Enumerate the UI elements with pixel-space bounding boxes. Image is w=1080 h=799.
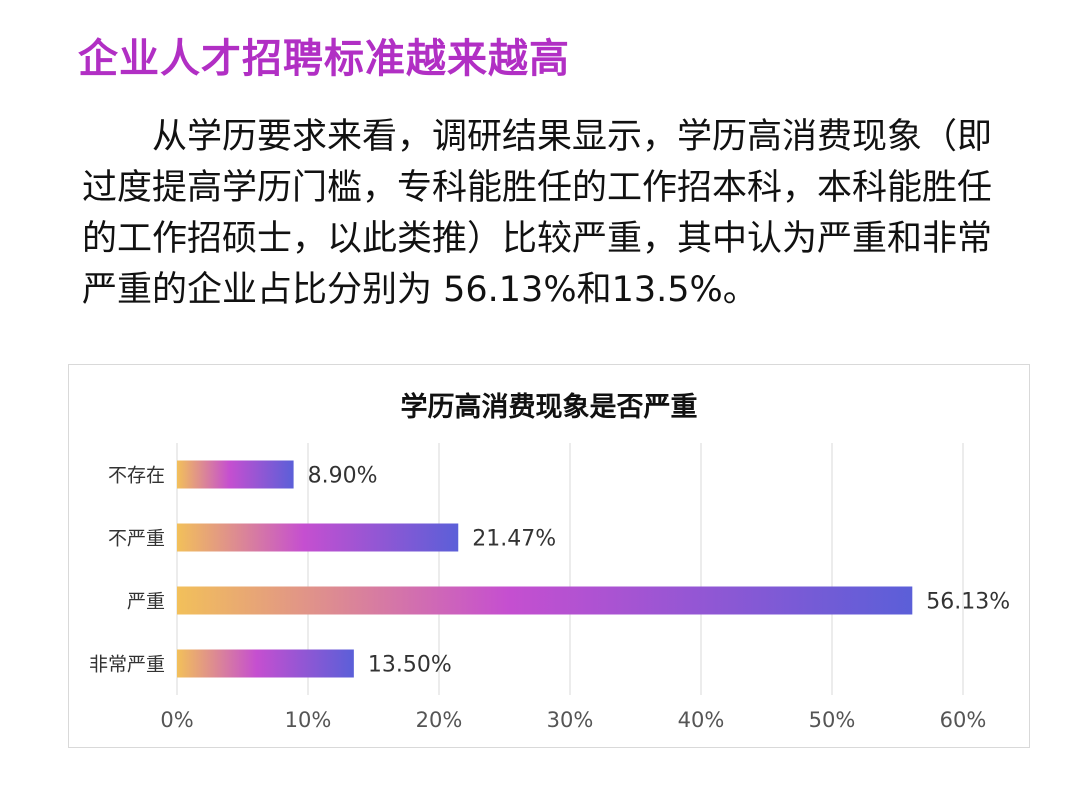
category-label: 非常严重 — [89, 654, 165, 676]
chart-title: 学历高消费现象是否严重 — [400, 392, 698, 423]
x-tick-label: 30% — [547, 708, 594, 732]
x-tick-label: 0% — [160, 708, 193, 732]
category-label: 不严重 — [108, 528, 165, 550]
value-label: 56.13% — [926, 590, 1010, 615]
x-tick-label: 50% — [809, 708, 856, 732]
x-tick-label: 40% — [678, 708, 725, 732]
category-label: 不存在 — [108, 465, 165, 487]
bar-0 — [177, 460, 294, 489]
value-label: 21.47% — [472, 527, 556, 552]
page-title: 企业人才招聘标准越来越高 — [78, 36, 570, 82]
x-tick-label: 10% — [285, 708, 332, 732]
value-label: 8.90% — [308, 464, 378, 489]
bar-1 — [177, 523, 459, 552]
bars — [177, 460, 913, 678]
bar-chart: 0% 10% 20% 30% 40% 50% 60% 不存在 8.90% 不严重 21.47% 严重 5… — [89, 443, 1010, 733]
x-tick-label: 60% — [940, 708, 987, 732]
x-tick-label: 20% — [416, 708, 463, 732]
labels: 0% 10% 20% 30% 40% 50% 60% 不存在 8.90% 不严重 21.47% 严重 5… — [89, 464, 1010, 733]
body-paragraph: 从学历要求来看，调研结果显示，学历高消费现象（即过度提高学历门槛，专科能胜任的工… — [82, 117, 993, 310]
bar-3 — [177, 649, 354, 678]
value-label: 13.50% — [368, 653, 452, 678]
bar-2 — [177, 586, 913, 615]
category-label: 严重 — [127, 591, 165, 613]
chart-container: 学历高消费现象是否严重 0% 10% 20% 30% 40% 50% 60% 不存在 8.90%… — [68, 364, 1030, 748]
